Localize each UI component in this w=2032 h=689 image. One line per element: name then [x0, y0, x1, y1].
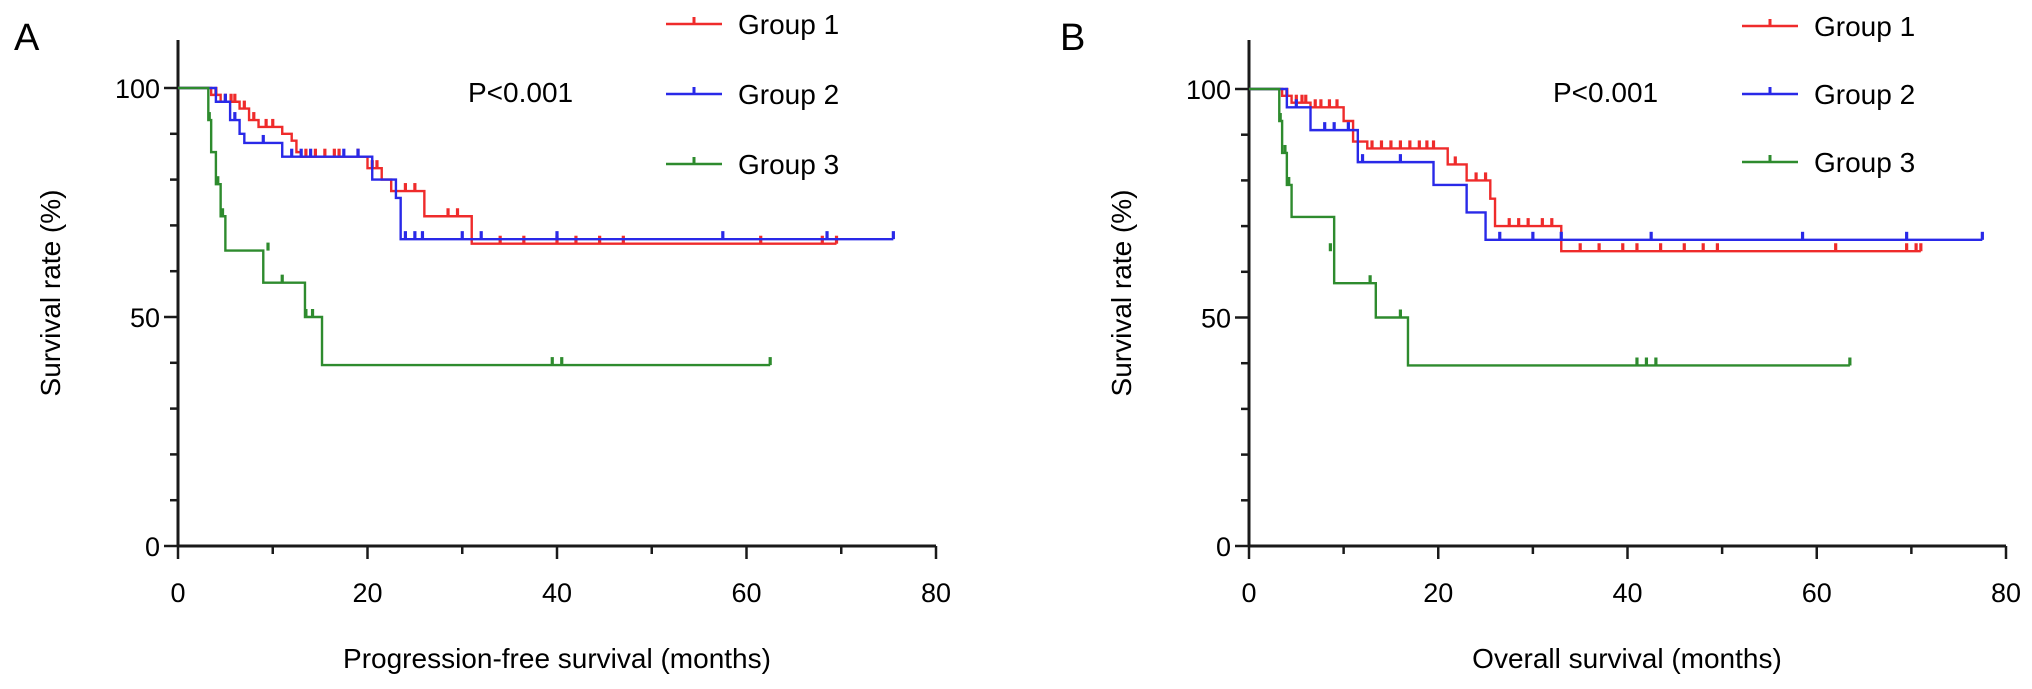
km-curve: [1249, 87, 1921, 253]
legend-label: Group 1: [1814, 11, 1915, 42]
km-curve: [1249, 87, 1983, 242]
y-tick-label: 100: [1186, 75, 1231, 105]
km-curve: [178, 86, 894, 241]
legend-entry: Group 2: [1742, 79, 1915, 110]
legend-label: Group 2: [738, 79, 839, 110]
y-tick-label: 100: [115, 74, 160, 104]
ticks: 0 20 40 60 80 0 50 100: [1186, 75, 2021, 608]
x-tick-label: 60: [1802, 578, 1832, 608]
y-tick-label: 50: [1201, 304, 1231, 334]
legend-label: Group 2: [1814, 79, 1915, 110]
legend-entry: Group 1: [666, 9, 839, 40]
x-tick-label: 80: [1991, 578, 2021, 608]
plot-area: [178, 86, 895, 367]
panel-label: B: [1060, 17, 1085, 59]
y-tick-label: 50: [130, 303, 160, 333]
x-axis-title: Overall survival (months): [1472, 643, 1782, 674]
series-group-2: [178, 86, 895, 241]
x-tick-label: 40: [1612, 578, 1642, 608]
axes: 0 20 40 60 80 0 50 100: [1186, 40, 2021, 608]
x-tick-label: 40: [542, 578, 572, 608]
ticks: 0 20 40 60 80 0 50 100: [115, 74, 951, 608]
x-tick-label: 60: [731, 578, 761, 608]
plot-area: [1249, 87, 1984, 367]
panel-b: B 0 20 40 60 80 0 50 100 Survival rate (%) Over…: [1060, 11, 2021, 674]
legend-label: Group 1: [738, 9, 839, 40]
x-tick-label: 20: [352, 578, 382, 608]
p-value-annotation: P<0.001: [1553, 77, 1658, 108]
panel-a: A 0 20 40 60 80 0 50 100 Survival rate (%) Prog…: [14, 9, 951, 674]
x-tick-label: 80: [921, 578, 951, 608]
series-group-3: [178, 86, 772, 367]
y-tick-label: 0: [1216, 532, 1231, 562]
legend-entry: Group 1: [1742, 11, 1915, 42]
p-value-annotation: P<0.001: [468, 77, 573, 108]
panel-label: A: [14, 17, 40, 59]
y-tick-label: 0: [145, 532, 160, 562]
legend-entry: Group 3: [666, 149, 839, 180]
x-tick-label: 0: [170, 578, 185, 608]
legend-label: Group 3: [1814, 147, 1915, 178]
x-axis-title: Progression-free survival (months): [343, 643, 771, 674]
x-tick-label: 20: [1423, 578, 1453, 608]
series-group-2: [1249, 87, 1984, 242]
series-group-3: [1249, 87, 1852, 367]
km-curve: [178, 86, 771, 367]
legend-label: Group 3: [738, 149, 839, 180]
y-axis-title: Survival rate (%): [1106, 190, 1137, 397]
series-group-1: [1249, 87, 1923, 253]
legend: Group 1 Group 2 Group 3: [1742, 11, 1915, 178]
axes: 0 20 40 60 80 0 50 100: [115, 40, 951, 608]
x-tick-label: 0: [1241, 578, 1256, 608]
legend-entry: Group 2: [666, 79, 839, 110]
y-axis-title: Survival rate (%): [35, 190, 66, 397]
legend-entry: Group 3: [1742, 147, 1915, 178]
legend: Group 1 Group 2 Group 3: [666, 9, 839, 180]
